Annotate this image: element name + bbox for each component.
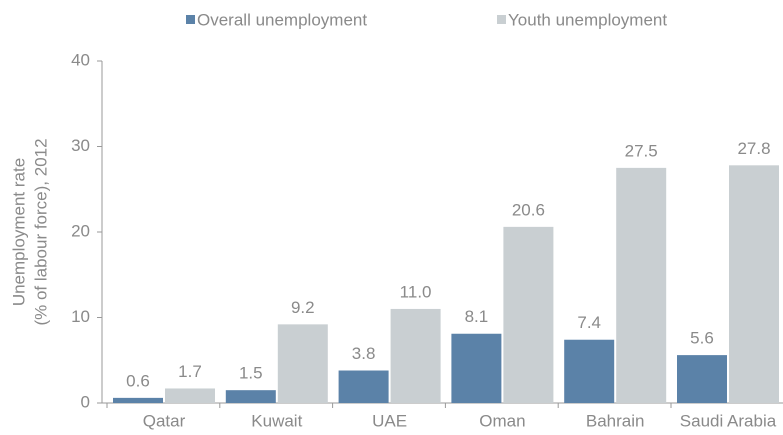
legend-swatch	[497, 15, 506, 24]
data-label: 11.0	[400, 282, 432, 301]
data-label: 8.1	[465, 307, 489, 326]
data-label: 5.6	[690, 329, 714, 348]
y-axis-label: (% of labour force), 2012	[31, 138, 50, 325]
y-tick-label: 40	[71, 50, 90, 69]
legend-label: Youth unemployment	[508, 10, 667, 29]
data-label: 9.2	[291, 298, 315, 317]
bar	[564, 339, 615, 403]
data-label: 27.8	[737, 139, 770, 158]
y-tick-label: 30	[71, 136, 90, 155]
bar	[729, 165, 779, 403]
bar	[616, 167, 667, 403]
data-label: 7.4	[577, 313, 601, 332]
y-tick-label: 10	[71, 307, 90, 326]
y-axis-label: Unemployment rate	[9, 158, 28, 306]
data-label: 1.7	[178, 362, 202, 381]
bar	[338, 370, 389, 403]
bar	[165, 388, 215, 403]
bar	[113, 397, 163, 403]
x-tick-label: UAE	[372, 411, 407, 430]
x-tick-label: Saudi Arabia	[680, 411, 777, 430]
x-tick-label: Bahrain	[586, 411, 645, 430]
y-tick-label: 20	[71, 221, 90, 240]
data-label: 3.8	[352, 344, 376, 363]
legend-label: Overall unemployment	[197, 10, 367, 29]
data-label: 27.5	[625, 141, 658, 160]
x-tick-label: Kuwait	[251, 411, 302, 430]
data-label: 1.5	[239, 364, 263, 383]
x-tick-label: Qatar	[143, 411, 186, 430]
y-tick-label: 0	[81, 392, 90, 411]
bar	[225, 390, 276, 403]
bar	[277, 324, 328, 403]
bar	[390, 308, 441, 403]
legend-swatch	[186, 15, 195, 24]
data-label: 20.6	[512, 200, 545, 219]
x-tick-label: Oman	[479, 411, 525, 430]
bar	[451, 333, 502, 403]
data-label: 0.6	[126, 371, 150, 390]
bar	[677, 355, 727, 403]
bar	[503, 226, 554, 403]
